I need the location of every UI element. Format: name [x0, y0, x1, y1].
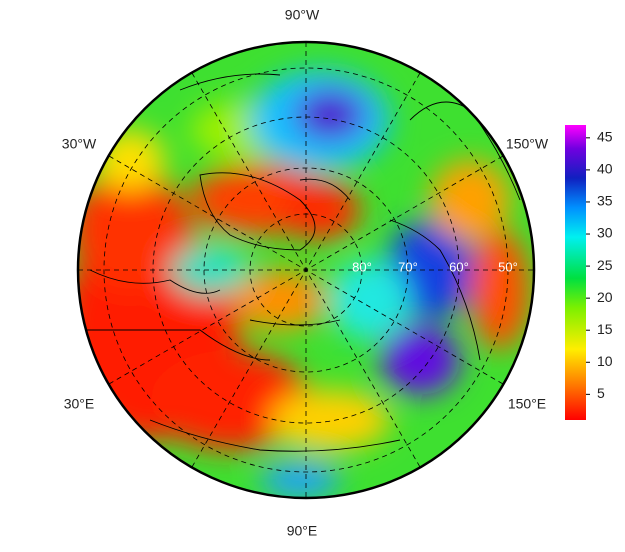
- colorbar: [565, 125, 586, 420]
- latitude-label: 80°: [352, 259, 372, 274]
- longitude-label: 30°E: [64, 396, 95, 412]
- colorbar-tick-label: 25: [597, 257, 613, 273]
- colorbar-tick-label: 30: [597, 225, 613, 241]
- colorbar-tick-label: 35: [597, 193, 613, 209]
- colorbar-tick-label: 15: [597, 321, 613, 337]
- colorbar-tick-label: 20: [597, 289, 613, 305]
- map-border: [76, 40, 536, 500]
- latitude-label: 50°: [498, 259, 518, 274]
- longitude-label: 90°W: [285, 7, 320, 23]
- colorbar-tick-label: 10: [597, 353, 613, 369]
- colorbar-tick-label: 45: [597, 129, 613, 145]
- colorbar-tick-label: 40: [597, 161, 613, 177]
- longitude-label: 150°E: [508, 396, 546, 412]
- colorbar-tick-label: 5: [597, 385, 605, 401]
- longitude-label: 150°W: [506, 136, 549, 152]
- latitude-label: 70°: [398, 259, 418, 274]
- value-field: [78, 42, 534, 498]
- longitude-label: 30°W: [62, 136, 97, 152]
- graticule: [78, 42, 534, 498]
- latitude-label: 60°: [449, 259, 469, 274]
- longitude-label: 90°E: [287, 523, 318, 539]
